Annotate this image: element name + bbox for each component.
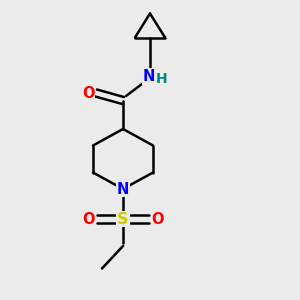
Text: O: O — [151, 212, 164, 226]
Text: H: H — [155, 72, 167, 86]
Text: N: N — [117, 182, 129, 196]
Text: O: O — [82, 85, 95, 100]
Text: S: S — [117, 212, 129, 226]
Text: N: N — [142, 69, 155, 84]
Text: O: O — [82, 212, 95, 226]
